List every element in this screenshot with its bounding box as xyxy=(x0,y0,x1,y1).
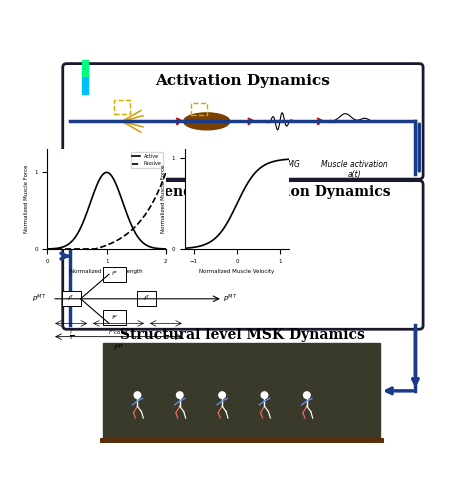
Passive xyxy=(157,185,163,191)
Text: $\frac{l^T}{2}$: $\frac{l^T}{2}$ xyxy=(164,329,168,343)
Text: Neural excitation u(t): Neural excitation u(t) xyxy=(62,167,144,177)
Line: Active: Active xyxy=(47,172,166,249)
Passive xyxy=(45,246,50,252)
Text: $f^T$: $f^T$ xyxy=(67,294,75,303)
Passive xyxy=(153,194,159,200)
Passive xyxy=(66,246,72,252)
Text: $\frac{l^T}{2}$: $\frac{l^T}{2}$ xyxy=(69,329,73,343)
X-axis label: Normalized Muscle Velocity: Normalized Muscle Velocity xyxy=(200,269,274,274)
Line: Passive: Passive xyxy=(47,172,166,249)
Active xyxy=(45,246,50,252)
Circle shape xyxy=(261,392,268,398)
Legend: Active, Passive: Active, Passive xyxy=(130,152,164,168)
Circle shape xyxy=(219,392,226,398)
Y-axis label: Normalized Muscle Force: Normalized Muscle Force xyxy=(161,165,166,234)
Bar xyxy=(82,77,88,95)
Text: Activation Dynamics: Activation Dynamics xyxy=(155,74,330,88)
Text: $l^m\cos\theta$: $l^m\cos\theta$ xyxy=(108,329,129,337)
Text: $f^p$: $f^p$ xyxy=(111,314,118,322)
Active xyxy=(158,246,164,251)
Active xyxy=(76,228,82,234)
Bar xyxy=(103,266,126,282)
Passive xyxy=(163,169,169,175)
Bar xyxy=(82,58,88,77)
Text: $f^T$: $f^T$ xyxy=(143,294,151,303)
FancyBboxPatch shape xyxy=(63,64,423,179)
Active xyxy=(66,241,72,247)
Active xyxy=(103,169,109,175)
Circle shape xyxy=(303,392,310,398)
Ellipse shape xyxy=(183,113,230,130)
Passive xyxy=(49,246,55,252)
Active xyxy=(154,246,159,251)
Bar xyxy=(82,40,88,58)
Bar xyxy=(191,103,207,115)
Text: Structural level MSK Dynamics: Structural level MSK Dynamics xyxy=(120,328,365,342)
Text: $f^a$: $f^a$ xyxy=(111,270,118,278)
X-axis label: Normalized Muscle Length: Normalized Muscle Length xyxy=(70,269,143,274)
Text: $l^{MT}$: $l^{MT}$ xyxy=(112,342,125,354)
Text: Muscle-Tendon Contraction Dynamics: Muscle-Tendon Contraction Dynamics xyxy=(96,185,390,199)
Active xyxy=(52,246,57,251)
Bar xyxy=(137,291,156,306)
Y-axis label: Normalized Muscle Force: Normalized Muscle Force xyxy=(24,165,28,234)
Bar xyxy=(114,100,130,114)
Active xyxy=(49,246,55,251)
Passive xyxy=(76,246,82,252)
FancyBboxPatch shape xyxy=(63,181,423,329)
Text: $p^{MT}$: $p^{MT}$ xyxy=(223,293,237,305)
Active xyxy=(163,246,169,252)
Bar xyxy=(62,291,81,306)
Circle shape xyxy=(176,392,183,398)
Bar xyxy=(103,310,126,325)
Circle shape xyxy=(134,392,141,398)
Text: Raw sEMG
e(t): Raw sEMG e(t) xyxy=(260,160,300,179)
Bar xyxy=(103,343,380,443)
Text: Muscle activation
a(t): Muscle activation a(t) xyxy=(321,160,388,179)
Passive xyxy=(52,246,57,252)
Text: $p^{MT}$: $p^{MT}$ xyxy=(32,293,46,305)
